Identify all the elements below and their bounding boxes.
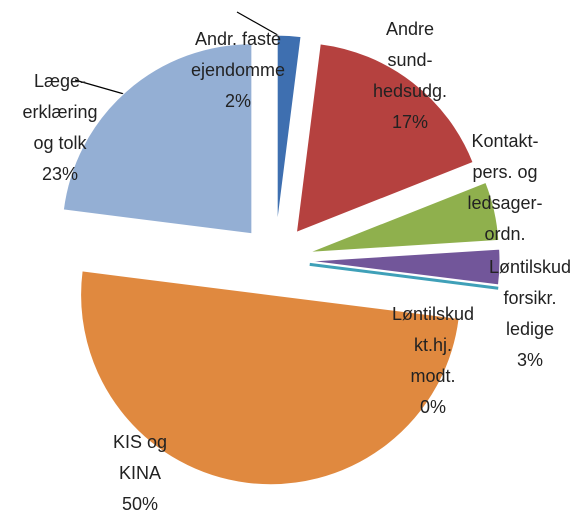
slice-value-label: 2%	[225, 91, 251, 111]
slice-label: Læge-erklæring og tolk	[22, 71, 97, 153]
slice-value-label: 17%	[392, 112, 428, 132]
slice-label: Andr. faste ejendomme	[191, 29, 285, 80]
slice-value-label: 0%	[420, 397, 446, 417]
pie-slice	[308, 181, 500, 253]
slice-label: Løntilskud forsikr. ledige	[489, 257, 571, 339]
slice-label: KIS og KINA	[113, 432, 167, 483]
slice-value-label: 23%	[42, 164, 78, 184]
slice-label: Kontakt-pers. og ledsager-ordn.	[467, 131, 542, 244]
pie-slice	[276, 34, 302, 226]
pie-slice	[295, 43, 474, 234]
leader-line	[74, 79, 125, 95]
slice-label: Andre sund-hedsudg.	[373, 19, 447, 101]
pie-slice	[309, 248, 501, 286]
pie-slice	[80, 270, 460, 486]
slice-label: Løntilskud kt.hj. modt.	[392, 304, 474, 386]
pie-slice	[62, 43, 253, 235]
slice-value-label: 50%	[122, 494, 158, 514]
slice-value-label: 3%	[517, 350, 543, 370]
